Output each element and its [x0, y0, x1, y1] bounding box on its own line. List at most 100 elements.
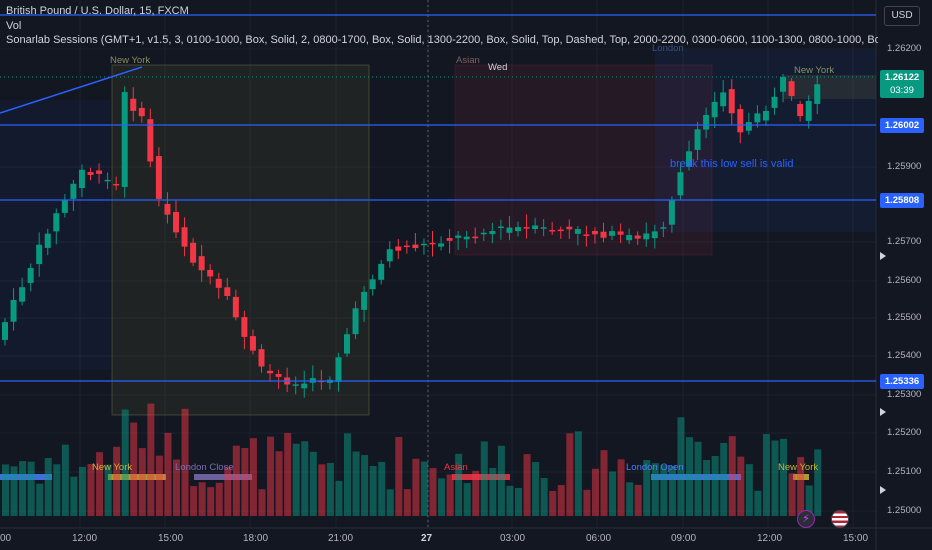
volume-bar [386, 489, 394, 516]
candle [361, 291, 368, 310]
volume-bar [446, 474, 454, 516]
candle [53, 213, 60, 232]
volume-bar [549, 490, 557, 516]
volume-bar [566, 433, 574, 516]
volume-bar [668, 465, 676, 516]
candle [27, 268, 34, 283]
session-label-asian: Asian [456, 55, 480, 66]
candle [198, 256, 205, 271]
scroll-marker-icon[interactable] [880, 408, 886, 416]
bar-countdown: 03:39 [890, 85, 914, 96]
day-marker-wed[interactable]: Wed [488, 62, 508, 73]
candle [497, 226, 504, 229]
session-box-london-prev [0, 100, 110, 370]
price-axis-label: 1.25900 [887, 161, 922, 172]
volume-bar [472, 470, 480, 516]
volume-bar [660, 465, 668, 516]
level-price-badge: 1.26002 [880, 118, 924, 133]
chart-annotation[interactable]: break this low sell is valid [670, 158, 794, 170]
volume-bar [378, 461, 386, 516]
volume-bar [301, 441, 309, 516]
symbol-title[interactable]: British Pound / U.S. Dollar, 15, FXCM [6, 5, 189, 17]
candle [10, 299, 17, 322]
lightning-icon[interactable]: ⚡ [797, 510, 815, 528]
candle [694, 129, 701, 150]
trend-line [0, 66, 143, 114]
candle [523, 227, 530, 229]
volume-bar [344, 433, 351, 516]
candle [121, 92, 128, 187]
candle [557, 229, 564, 232]
candle [164, 203, 171, 215]
volume-indicator-label[interactable]: Vol [6, 20, 22, 32]
candle [232, 296, 239, 318]
volume-bar [395, 436, 403, 516]
candle [36, 244, 43, 265]
volume-bar [224, 466, 232, 516]
volume-bar [130, 422, 138, 516]
time-axis-label: 12:00 [72, 533, 98, 544]
volume-bar [703, 459, 711, 516]
time-axis-label: 15:00 [843, 533, 869, 544]
us-flag-icon[interactable] [831, 510, 849, 528]
volume-bar [369, 465, 377, 516]
session-label-new-york: New York [110, 55, 151, 66]
volume-bar [762, 434, 770, 516]
candle [19, 287, 26, 302]
candle [634, 235, 641, 239]
candle [335, 357, 342, 382]
candle [420, 243, 427, 246]
time-axis-label: 12:00 [757, 533, 783, 544]
candle [626, 235, 633, 241]
volume-bar [173, 459, 180, 516]
price-axis-label: 1.25100 [887, 466, 922, 477]
candle [600, 231, 607, 238]
candle [609, 231, 616, 236]
volume-bar [737, 456, 745, 516]
volume-bar [198, 482, 206, 516]
sessions-indicator-label[interactable]: Sonarlab Sessions (GMT+1, v1.5, 3, 0100-… [6, 34, 878, 46]
level-price-badge: 1.25808 [880, 193, 924, 208]
volume-bar [258, 489, 266, 516]
candle [258, 349, 265, 367]
candle [352, 308, 359, 335]
candle [455, 235, 462, 238]
candle [788, 81, 795, 97]
time-axis-label: 06:00 [586, 533, 612, 544]
bottom-session-asian: Asian [444, 462, 468, 473]
currency-button[interactable]: USD [884, 6, 920, 26]
session-label-new-york: New York [794, 65, 835, 76]
candle [737, 109, 744, 133]
candle [566, 226, 573, 230]
volume-bar [326, 462, 334, 516]
scroll-marker-icon[interactable] [880, 252, 886, 260]
session-bar [194, 474, 252, 480]
candle [395, 246, 402, 251]
volume-bar [720, 442, 728, 516]
volume-bar [489, 467, 497, 516]
candle [754, 113, 761, 123]
candle [728, 89, 735, 114]
volume-bar [44, 457, 52, 516]
candle [181, 227, 188, 247]
volume-bar [352, 451, 360, 516]
volume-bar [284, 432, 292, 516]
session-box-new-york-live [783, 75, 876, 99]
candle [506, 227, 513, 233]
volume-bar [164, 432, 172, 516]
candle [429, 242, 436, 245]
volume-bar [267, 436, 275, 516]
volume-bar [215, 482, 223, 516]
time-axis-label: 21:00 [328, 533, 354, 544]
volume-bar [36, 483, 44, 516]
candle [814, 84, 821, 104]
candle [378, 263, 385, 280]
volume-bar [651, 463, 659, 516]
candle [711, 101, 718, 118]
scroll-marker-icon[interactable] [880, 486, 886, 494]
volume-bar [771, 440, 779, 516]
current-price-value: 1.26122 [884, 72, 920, 83]
candle [344, 334, 350, 354]
volume-bar [104, 464, 112, 516]
